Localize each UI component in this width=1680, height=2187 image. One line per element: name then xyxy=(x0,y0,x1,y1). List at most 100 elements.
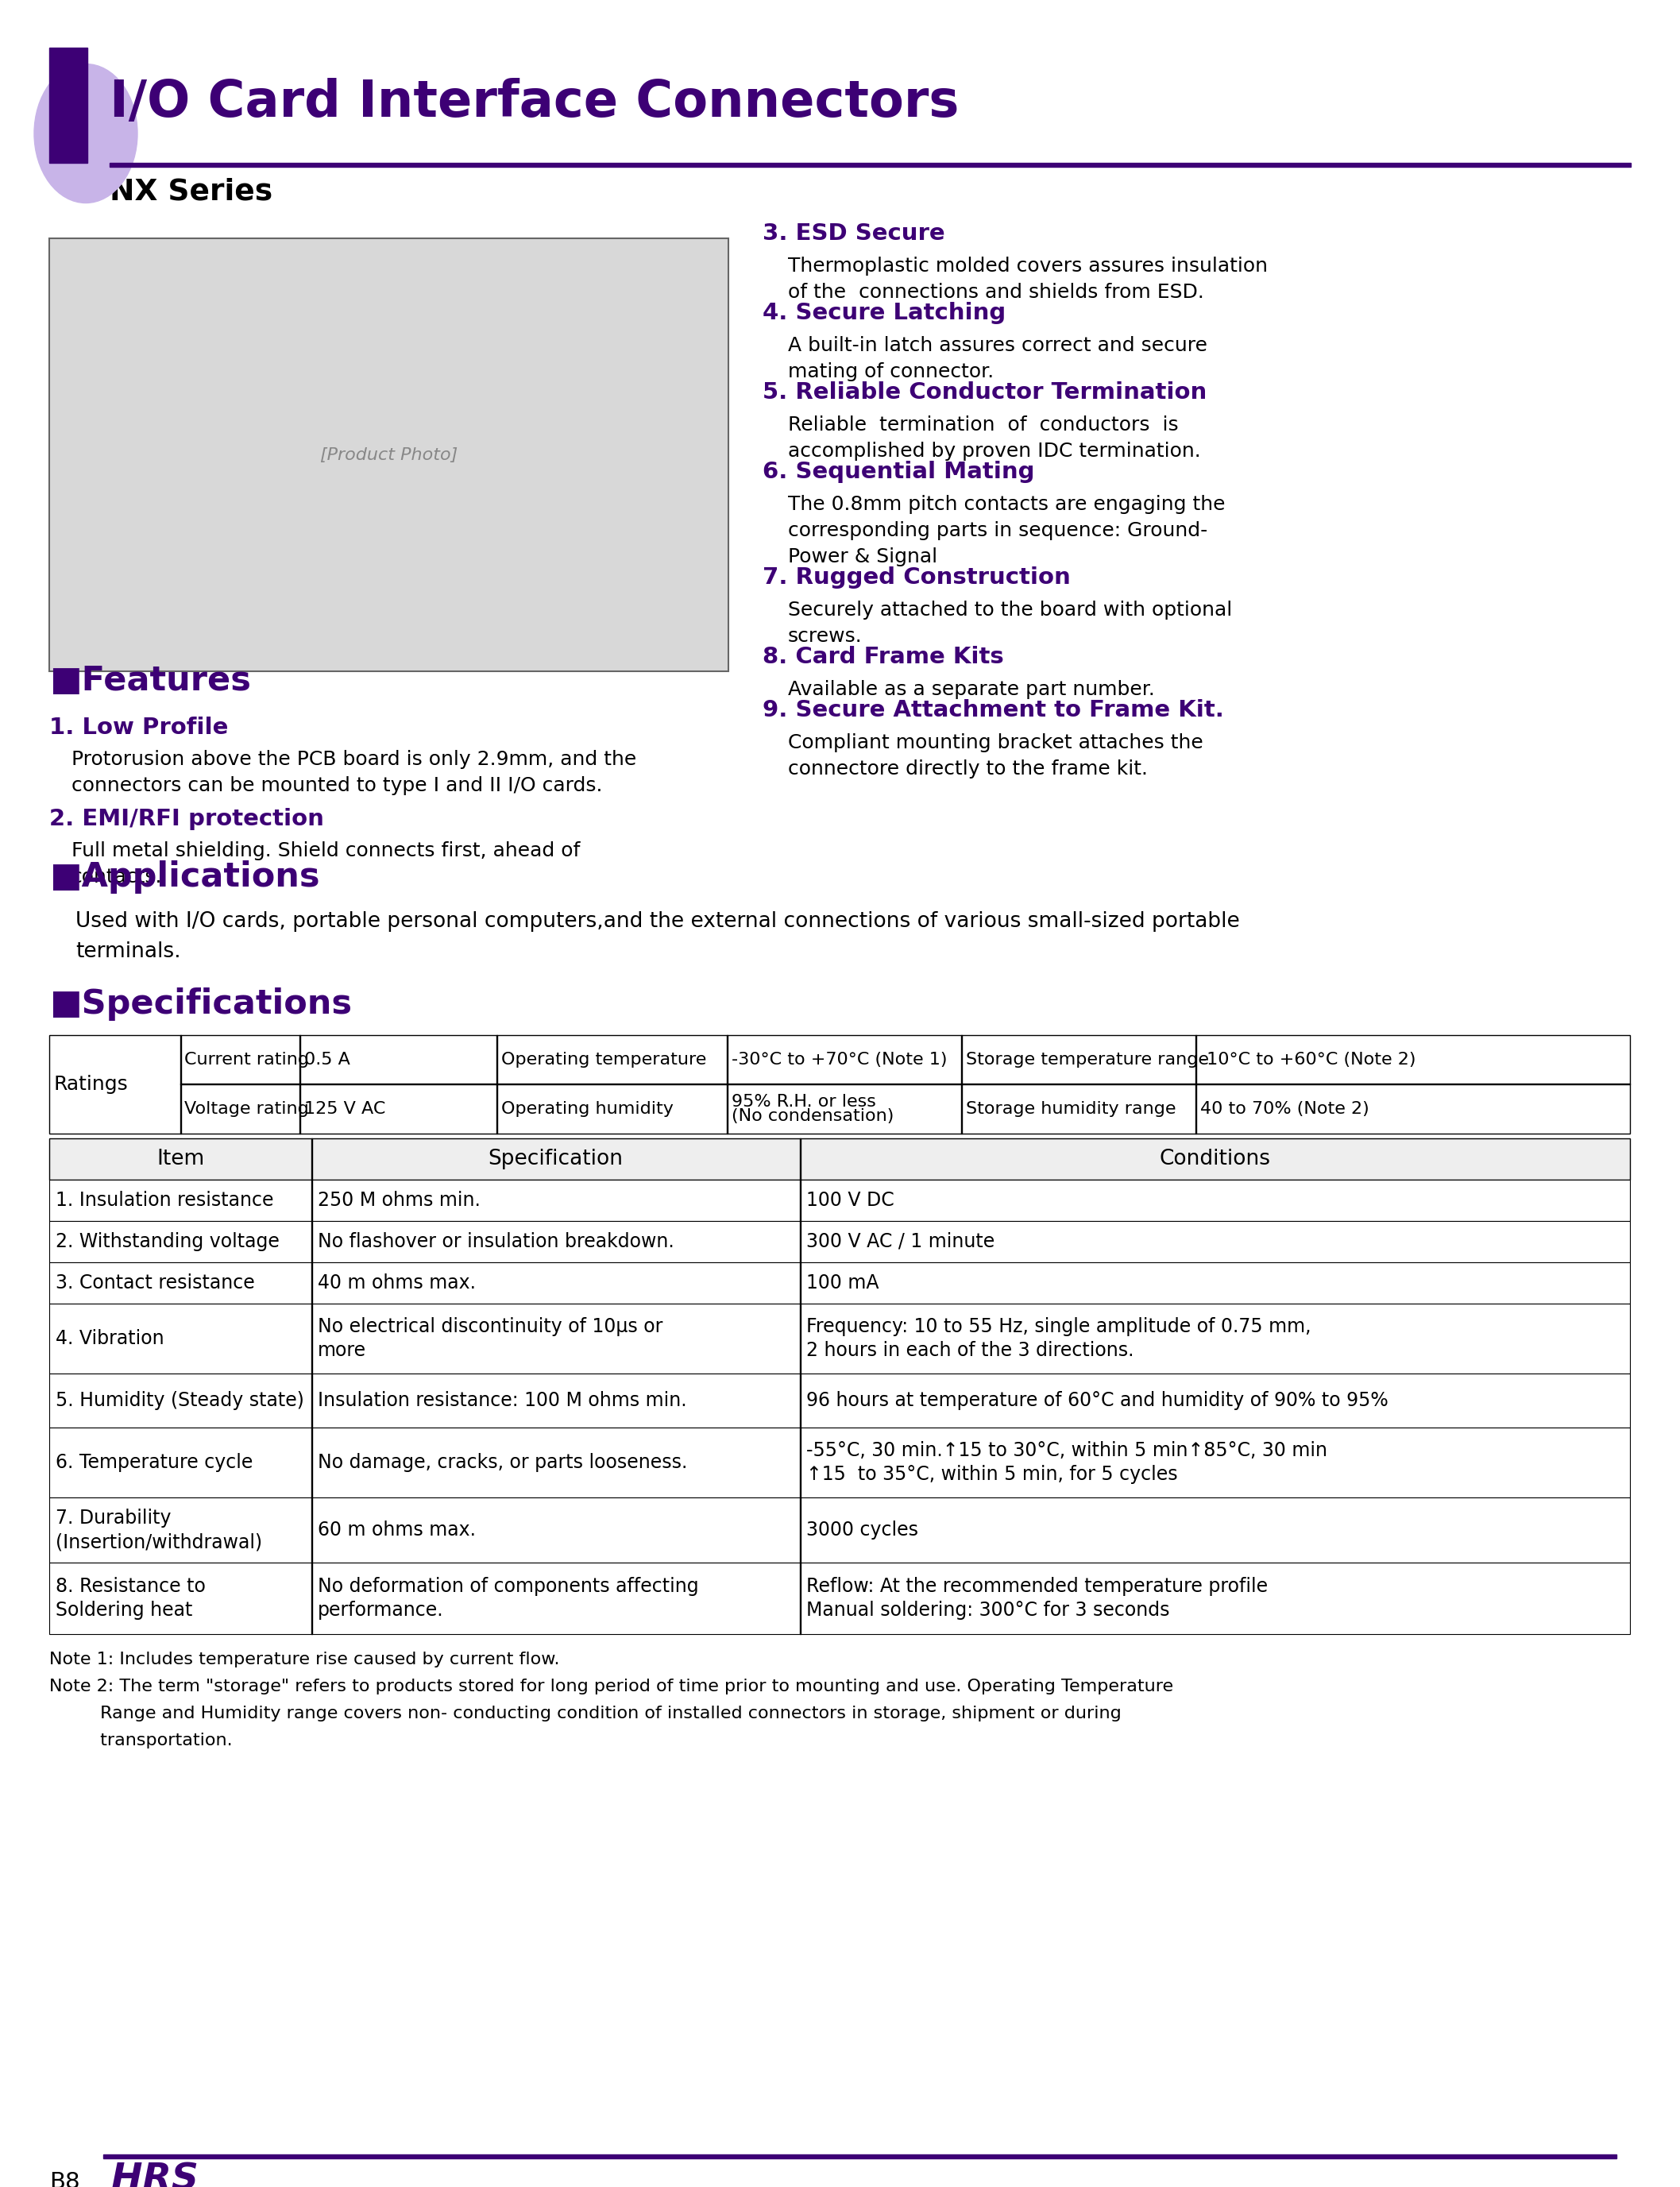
Text: Voltage rating: Voltage rating xyxy=(185,1100,309,1118)
Text: 2. Withstanding voltage: 2. Withstanding voltage xyxy=(55,1231,279,1251)
Text: corresponding parts in sequence: Ground-: corresponding parts in sequence: Ground- xyxy=(788,521,1208,540)
Bar xyxy=(49,1262,1630,1303)
Text: 100 mA: 100 mA xyxy=(806,1273,879,1293)
Text: Specification: Specification xyxy=(489,1148,623,1170)
Text: ■Features: ■Features xyxy=(49,665,250,698)
Text: Thermoplastic molded covers assures insulation: Thermoplastic molded covers assures insu… xyxy=(788,256,1268,276)
Text: terminals.: terminals. xyxy=(76,940,181,962)
Bar xyxy=(109,162,1631,166)
Text: 3000 cycles: 3000 cycles xyxy=(806,1520,919,1540)
Text: 6. Sequential Mating: 6. Sequential Mating xyxy=(763,461,1035,483)
Bar xyxy=(49,1303,1630,1373)
Text: B8: B8 xyxy=(49,2172,81,2187)
Text: Frequency: 10 to 55 Hz, single amplitude of 0.75 mm,: Frequency: 10 to 55 Hz, single amplitude… xyxy=(806,1317,1310,1336)
Bar xyxy=(49,1498,1630,1562)
Ellipse shape xyxy=(34,63,138,203)
Text: 3. Contact resistance: 3. Contact resistance xyxy=(55,1273,255,1293)
Bar xyxy=(49,1373,1630,1428)
Text: NX Series: NX Series xyxy=(109,177,272,206)
Text: ■Specifications: ■Specifications xyxy=(49,989,351,1021)
Text: 5. Humidity (Steady state): 5. Humidity (Steady state) xyxy=(55,1391,304,1411)
Text: 1. Low Profile: 1. Low Profile xyxy=(49,717,228,739)
Bar xyxy=(49,1139,1630,1179)
Text: 2. EMI/RFI protection: 2. EMI/RFI protection xyxy=(49,807,324,831)
Text: I/O Card Interface Connectors: I/O Card Interface Connectors xyxy=(109,79,959,127)
Text: Available as a separate part number.: Available as a separate part number. xyxy=(788,680,1154,700)
Text: connectore directly to the frame kit.: connectore directly to the frame kit. xyxy=(788,759,1147,779)
Text: more: more xyxy=(318,1341,366,1360)
Text: -30°C to +70°C (Note 1): -30°C to +70°C (Note 1) xyxy=(731,1052,948,1067)
Text: 100 V DC: 100 V DC xyxy=(806,1190,894,1209)
Bar xyxy=(49,238,729,671)
Text: HRS: HRS xyxy=(111,2163,198,2187)
Bar xyxy=(49,48,87,162)
Text: No electrical discontinuity of 10μs or: No electrical discontinuity of 10μs or xyxy=(318,1317,664,1336)
Bar xyxy=(49,1428,1630,1498)
Text: Item: Item xyxy=(156,1148,205,1170)
Text: Current rating: Current rating xyxy=(185,1052,309,1067)
Text: 3. ESD Secure: 3. ESD Secure xyxy=(763,223,944,245)
Text: (Insertion/withdrawal): (Insertion/withdrawal) xyxy=(55,1533,262,1551)
Text: 250 M ohms min.: 250 M ohms min. xyxy=(318,1190,480,1209)
Text: 96 hours at temperature of 60°C and humidity of 90% to 95%: 96 hours at temperature of 60°C and humi… xyxy=(806,1391,1388,1411)
Text: 40 m ohms max.: 40 m ohms max. xyxy=(318,1273,475,1293)
Text: Operating humidity: Operating humidity xyxy=(501,1100,674,1118)
Text: 6. Temperature cycle: 6. Temperature cycle xyxy=(55,1452,254,1472)
Text: transportation.: transportation. xyxy=(49,1732,232,1747)
Text: performance.: performance. xyxy=(318,1601,444,1621)
Text: Note 1: Includes temperature rise caused by current flow.: Note 1: Includes temperature rise caused… xyxy=(49,1651,559,1666)
Text: (No condensation): (No condensation) xyxy=(731,1109,894,1124)
Text: [Product Photo]: [Product Photo] xyxy=(319,446,457,464)
Text: Manual soldering: 300°C for 3 seconds: Manual soldering: 300°C for 3 seconds xyxy=(806,1601,1169,1621)
Text: 4. Vibration: 4. Vibration xyxy=(55,1330,165,1347)
Text: 0.5 A: 0.5 A xyxy=(304,1052,349,1067)
Text: of the  connections and shields from ESD.: of the connections and shields from ESD. xyxy=(788,282,1205,302)
Text: Note 2: The term "storage" refers to products stored for long period of time pri: Note 2: The term "storage" refers to pro… xyxy=(49,1680,1173,1695)
Bar xyxy=(102,2154,1616,2159)
Text: No damage, cracks, or parts looseness.: No damage, cracks, or parts looseness. xyxy=(318,1452,687,1472)
Text: 5. Reliable Conductor Termination: 5. Reliable Conductor Termination xyxy=(763,381,1206,405)
Text: Storage temperature range: Storage temperature range xyxy=(966,1052,1210,1067)
Text: Used with I/O cards, portable personal computers,and the external connections of: Used with I/O cards, portable personal c… xyxy=(76,912,1240,932)
Text: Storage humidity range: Storage humidity range xyxy=(966,1100,1176,1118)
Bar xyxy=(49,1179,1630,1220)
Text: 125 V AC: 125 V AC xyxy=(304,1100,385,1118)
Text: 9. Secure Attachment to Frame Kit.: 9. Secure Attachment to Frame Kit. xyxy=(763,700,1225,722)
Text: The 0.8mm pitch contacts are engaging the: The 0.8mm pitch contacts are engaging th… xyxy=(788,494,1225,514)
Bar xyxy=(49,1220,1630,1262)
Text: Power & Signal: Power & Signal xyxy=(788,547,937,566)
Text: Soldering heat: Soldering heat xyxy=(55,1601,193,1621)
Text: A built-in latch assures correct and secure: A built-in latch assures correct and sec… xyxy=(788,337,1208,354)
Text: Protorusion above the PCB board is only 2.9mm, and the: Protorusion above the PCB board is only … xyxy=(72,750,637,770)
Text: 300 V AC / 1 minute: 300 V AC / 1 minute xyxy=(806,1231,995,1251)
Text: 2 hours in each of the 3 directions.: 2 hours in each of the 3 directions. xyxy=(806,1341,1134,1360)
Text: No flashover or insulation breakdown.: No flashover or insulation breakdown. xyxy=(318,1231,674,1251)
Text: 8. Card Frame Kits: 8. Card Frame Kits xyxy=(763,645,1005,667)
Text: mating of connector.: mating of connector. xyxy=(788,363,995,381)
Text: contacts.: contacts. xyxy=(72,868,163,886)
Text: Reliable  termination  of  conductors  is: Reliable termination of conductors is xyxy=(788,416,1178,435)
Text: 4. Secure Latching: 4. Secure Latching xyxy=(763,302,1006,324)
Text: Insulation resistance: 100 M ohms min.: Insulation resistance: 100 M ohms min. xyxy=(318,1391,687,1411)
Text: 8. Resistance to: 8. Resistance to xyxy=(55,1577,205,1597)
Text: ↑15  to 35°C, within 5 min, for 5 cycles: ↑15 to 35°C, within 5 min, for 5 cycles xyxy=(806,1465,1178,1485)
Text: accomplished by proven IDC termination.: accomplished by proven IDC termination. xyxy=(788,442,1201,461)
Text: Operating temperature: Operating temperature xyxy=(501,1052,707,1067)
Text: 7. Rugged Construction: 7. Rugged Construction xyxy=(763,566,1070,588)
Text: ■Applications: ■Applications xyxy=(49,859,319,894)
Text: 40 to 70% (Note 2): 40 to 70% (Note 2) xyxy=(1200,1100,1369,1118)
Text: 7. Durability: 7. Durability xyxy=(55,1509,171,1529)
Text: Reflow: At the recommended temperature profile: Reflow: At the recommended temperature p… xyxy=(806,1577,1268,1597)
Text: Ratings: Ratings xyxy=(54,1074,128,1094)
Text: screws.: screws. xyxy=(788,628,862,645)
Text: 1. Insulation resistance: 1. Insulation resistance xyxy=(55,1190,274,1209)
Bar xyxy=(49,1034,1630,1133)
Text: No deformation of components affecting: No deformation of components affecting xyxy=(318,1577,699,1597)
Text: -55°C, 30 min.↑15 to 30°C, within 5 min↑85°C, 30 min: -55°C, 30 min.↑15 to 30°C, within 5 min↑… xyxy=(806,1441,1327,1461)
Text: connectors can be mounted to type I and II I/O cards.: connectors can be mounted to type I and … xyxy=(72,776,603,796)
Text: Full metal shielding. Shield connects first, ahead of: Full metal shielding. Shield connects fi… xyxy=(72,842,580,859)
Text: 95% R.H. or less: 95% R.H. or less xyxy=(731,1094,875,1109)
Text: Securely attached to the board with optional: Securely attached to the board with opti… xyxy=(788,601,1231,619)
Text: -10°C to +60°C (Note 2): -10°C to +60°C (Note 2) xyxy=(1200,1052,1416,1067)
Text: 60 m ohms max.: 60 m ohms max. xyxy=(318,1520,475,1540)
